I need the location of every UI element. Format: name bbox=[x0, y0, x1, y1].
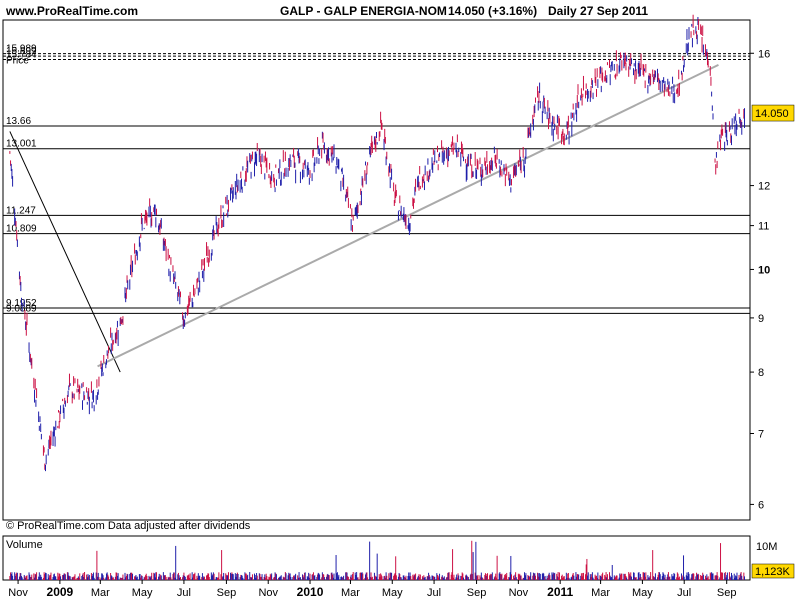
x-tick-label: Mar bbox=[91, 587, 110, 599]
x-tick-label: Jul bbox=[677, 587, 691, 599]
volume-last-label: 1,123K bbox=[755, 566, 791, 578]
level-label: 9.0889 bbox=[6, 303, 37, 314]
level-label: 13.001 bbox=[6, 139, 37, 150]
level-label: 13.66 bbox=[6, 116, 31, 127]
x-tick-label: May bbox=[132, 587, 153, 599]
x-tick-label: Jul bbox=[427, 587, 441, 599]
level-label: 11.247 bbox=[6, 205, 36, 216]
x-tick-label: Mar bbox=[591, 587, 610, 599]
footnote: © ProRealTime.com Data adjusted after di… bbox=[6, 520, 251, 532]
y-tick-label: 10 bbox=[758, 264, 770, 276]
x-tick-label: May bbox=[382, 587, 403, 599]
last-price-flag bbox=[751, 104, 795, 122]
y-tick-label: 8 bbox=[758, 367, 764, 379]
level-label: 15.899 bbox=[6, 46, 37, 57]
volume-label: Volume bbox=[6, 539, 43, 551]
last-change: 14.050 (+3.16%) bbox=[448, 4, 538, 18]
instrument-name: GALP - GALP ENERGIA-NOM bbox=[280, 4, 447, 18]
axes: 6 7 8 9 10 11 12 16 14.050 10M 1,123K Nov 2009 Mar May… bbox=[8, 48, 795, 599]
volume-max-label: 10M bbox=[756, 541, 777, 553]
x-tick-label: 2010 bbox=[297, 585, 324, 599]
level-label: 15.784 bbox=[6, 50, 37, 61]
x-tick-label: May bbox=[632, 587, 653, 599]
y-tick-label: 11 bbox=[758, 221, 769, 233]
x-tick-label: Nov bbox=[258, 587, 278, 599]
x-tick-label: Sep bbox=[717, 587, 737, 599]
x-tick-label: Jul bbox=[177, 587, 191, 599]
trendline bbox=[97, 64, 719, 368]
volume-flag bbox=[751, 563, 795, 579]
site-link[interactable]: www.ProRealTime.com bbox=[6, 4, 139, 18]
x-tick-label: 2011 bbox=[547, 585, 573, 599]
y-tick-label: 6 bbox=[758, 499, 764, 511]
period-date: Daily 27 Sep 2011 bbox=[548, 4, 649, 18]
y-tick-label: 9 bbox=[758, 313, 764, 325]
price-frame bbox=[2, 19, 751, 521]
x-tick-label: 2009 bbox=[47, 585, 74, 599]
x-tick-label: Sep bbox=[217, 587, 237, 599]
x-tick-label: Mar bbox=[341, 587, 360, 599]
chart-header: www.ProRealTime.com GALP - GALP ENERGIA-… bbox=[0, 0, 800, 20]
level-label: 15.989 bbox=[6, 44, 37, 55]
trendline bbox=[9, 131, 121, 373]
y-tick-label: 12 bbox=[758, 181, 770, 193]
y-tick-label: 7 bbox=[758, 429, 764, 441]
x-tick-label: Nov bbox=[509, 587, 529, 599]
level-label: 10.809 bbox=[6, 224, 37, 235]
price-legend-label: Price bbox=[6, 56, 29, 67]
y-tick-label: 16 bbox=[758, 48, 770, 60]
volume-panel bbox=[2, 535, 751, 581]
x-tick-label: Nov bbox=[8, 587, 28, 599]
x-tick-label: Sep bbox=[467, 587, 487, 599]
last-price-label: 14.050 bbox=[755, 108, 789, 120]
